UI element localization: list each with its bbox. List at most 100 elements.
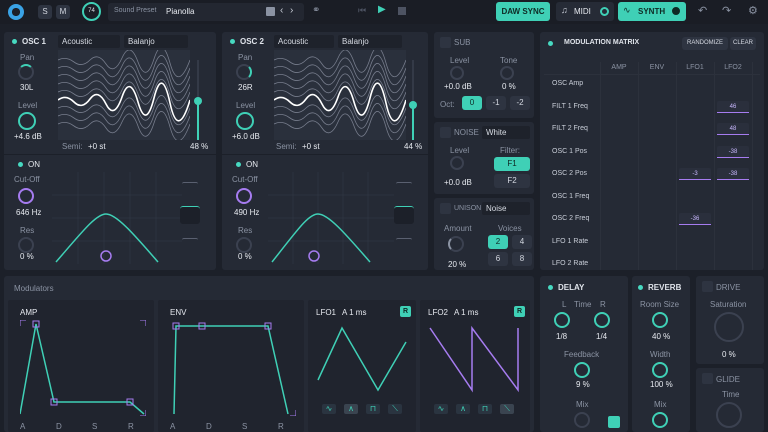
noise-type-select[interactable]: White bbox=[482, 126, 530, 139]
mod-matrix-cell[interactable]: 48 bbox=[717, 123, 749, 135]
osc2-instrument-select[interactable]: Balanjo bbox=[338, 35, 402, 48]
synth-button[interactable]: ∿ SYNTH bbox=[618, 2, 686, 21]
daw-sync-button[interactable]: DAW SYNC bbox=[496, 2, 550, 21]
skip-back-icon[interactable]: ⏮ bbox=[358, 5, 367, 15]
stop-icon[interactable] bbox=[398, 7, 406, 15]
unison-title: UNISON bbox=[454, 205, 482, 212]
link-icon[interactable]: ⚭ bbox=[312, 5, 321, 16]
synth-power-icon[interactable] bbox=[670, 5, 682, 17]
osc2-res-knob[interactable] bbox=[236, 237, 252, 253]
osc2-filter-type-lp[interactable] bbox=[396, 182, 412, 194]
noise-filter-f1[interactable]: F1 bbox=[494, 157, 530, 171]
osc2-filter-type-bp[interactable] bbox=[394, 206, 414, 224]
delay-l-knob[interactable] bbox=[554, 312, 570, 328]
osc2-cutoff-label: Cut-Off bbox=[232, 175, 258, 184]
osc2-res-label: Res bbox=[238, 226, 253, 235]
lfo1-square-icon[interactable]: ⊓ bbox=[366, 404, 380, 414]
osc2-filter-power-dot[interactable] bbox=[236, 162, 241, 167]
delay-feedback-knob[interactable] bbox=[574, 362, 590, 378]
mod-matrix-cell[interactable]: -3 bbox=[679, 168, 711, 180]
sub-level-knob[interactable] bbox=[450, 66, 464, 80]
osc2-filter-type-hp[interactable] bbox=[396, 238, 412, 250]
reverb-roomsize-knob[interactable] bbox=[652, 312, 668, 328]
sub-oct-minus1[interactable]: -1 bbox=[486, 96, 506, 110]
play-icon[interactable]: ▶ bbox=[378, 4, 386, 15]
solo-button[interactable]: S bbox=[38, 5, 52, 19]
osc2-slider-thumb[interactable] bbox=[409, 101, 417, 109]
delay-r-knob[interactable] bbox=[594, 312, 610, 328]
reverb-power-dot[interactable] bbox=[638, 285, 643, 290]
reverb-mix-knob[interactable] bbox=[652, 412, 668, 428]
amp-r-label: R bbox=[128, 422, 134, 431]
unison-type-select[interactable]: Noise bbox=[482, 202, 530, 215]
unison-voices-2[interactable]: 2 bbox=[488, 235, 508, 249]
lfo1-sine-icon[interactable]: ∿ bbox=[322, 404, 336, 414]
mod-matrix-cell[interactable]: -38 bbox=[717, 168, 749, 180]
osc1-pan-knob[interactable] bbox=[18, 64, 34, 80]
undo-icon[interactable]: ↶ bbox=[698, 5, 708, 17]
osc1-slider-thumb[interactable] bbox=[194, 97, 202, 105]
redo-icon[interactable]: ↷ bbox=[722, 5, 732, 17]
osc2-type-select[interactable]: Acoustic bbox=[274, 35, 334, 48]
volume-knob[interactable]: 74 bbox=[82, 2, 101, 21]
app-logo[interactable] bbox=[8, 4, 24, 20]
osc1-filter-type-bp[interactable] bbox=[180, 206, 200, 224]
lfo2-saw-icon[interactable]: ⟍ bbox=[500, 404, 514, 414]
midi-button[interactable]: ♫ MIDI bbox=[556, 2, 614, 21]
noise-filter-f2[interactable]: F2 bbox=[494, 174, 530, 188]
sub-tone-knob[interactable] bbox=[500, 66, 514, 80]
mod-matrix-cell[interactable]: -38 bbox=[717, 145, 749, 158]
sub-toggle[interactable] bbox=[440, 37, 451, 48]
osc1-cutoff-knob[interactable] bbox=[18, 188, 34, 204]
lfo2-square-icon[interactable]: ⊓ bbox=[478, 404, 492, 414]
lfo2-triangle-icon[interactable]: ∧ bbox=[456, 404, 470, 414]
mod-matrix-cell[interactable]: 46 bbox=[717, 100, 749, 113]
sub-oct-minus2[interactable]: -2 bbox=[510, 96, 530, 110]
osc1-instrument-select[interactable]: Balanjo bbox=[124, 35, 188, 48]
save-icon[interactable] bbox=[266, 7, 275, 16]
chevron-left-icon[interactable]: ‹ bbox=[280, 5, 284, 16]
lfo1-triangle-icon[interactable]: ∧ bbox=[344, 404, 358, 414]
delay-power-dot[interactable] bbox=[548, 285, 553, 290]
chevron-right-icon[interactable]: › bbox=[290, 5, 294, 16]
osc2-wavetable-slider[interactable] bbox=[409, 60, 417, 140]
osc2-power-dot[interactable] bbox=[230, 39, 235, 44]
mod-matrix-cell[interactable]: -36 bbox=[679, 213, 711, 225]
osc1-filter-type-hp[interactable] bbox=[182, 238, 198, 250]
osc1-power-dot[interactable] bbox=[12, 39, 17, 44]
osc1-type-select[interactable]: Acoustic bbox=[58, 35, 120, 48]
lfo1-saw-icon[interactable]: ⟍ bbox=[388, 404, 402, 414]
reverb-width-knob[interactable] bbox=[652, 362, 668, 378]
glide-time-knob[interactable] bbox=[716, 402, 742, 428]
randomize-button[interactable]: RANDOMIZE bbox=[682, 37, 728, 50]
delay-pingpong-icon[interactable] bbox=[608, 416, 620, 428]
osc1-wavetable-slider[interactable] bbox=[194, 60, 202, 140]
clear-button[interactable]: CLEAR bbox=[730, 37, 756, 50]
osc1-level-knob[interactable] bbox=[18, 112, 36, 130]
lfo1-retrigger-button[interactable]: R bbox=[400, 306, 411, 317]
mute-button[interactable]: M bbox=[56, 5, 70, 19]
drive-saturation-knob[interactable] bbox=[714, 312, 744, 342]
delay-mix-knob[interactable] bbox=[574, 412, 590, 428]
osc1-filter-type-lp[interactable] bbox=[182, 182, 198, 194]
noise-toggle[interactable] bbox=[440, 127, 451, 138]
preset-box[interactable]: Sound Preset Pianolla ‹ › bbox=[108, 3, 304, 21]
glide-toggle[interactable] bbox=[702, 373, 713, 384]
osc1-filter-power-dot[interactable] bbox=[18, 162, 23, 167]
osc2-pan-knob[interactable] bbox=[236, 64, 252, 80]
gear-icon[interactable]: ⚙ bbox=[748, 5, 758, 17]
osc2-cutoff-knob[interactable] bbox=[236, 188, 252, 204]
lfo2-sine-icon[interactable]: ∿ bbox=[434, 404, 448, 414]
sub-oct-0[interactable]: 0 bbox=[462, 96, 482, 110]
unison-voices-6[interactable]: 6 bbox=[488, 252, 508, 266]
unison-voices-4[interactable]: 4 bbox=[512, 235, 532, 249]
unison-toggle[interactable] bbox=[440, 203, 451, 214]
osc1-res-knob[interactable] bbox=[18, 237, 34, 253]
osc2-level-knob[interactable] bbox=[236, 112, 254, 130]
lfo2-retrigger-button[interactable]: R bbox=[514, 306, 525, 317]
midi-power-icon[interactable] bbox=[600, 7, 609, 16]
drive-toggle[interactable] bbox=[702, 281, 713, 292]
noise-level-knob[interactable] bbox=[450, 156, 464, 170]
unison-amount-knob[interactable] bbox=[448, 236, 464, 252]
unison-voices-8[interactable]: 8 bbox=[512, 252, 532, 266]
